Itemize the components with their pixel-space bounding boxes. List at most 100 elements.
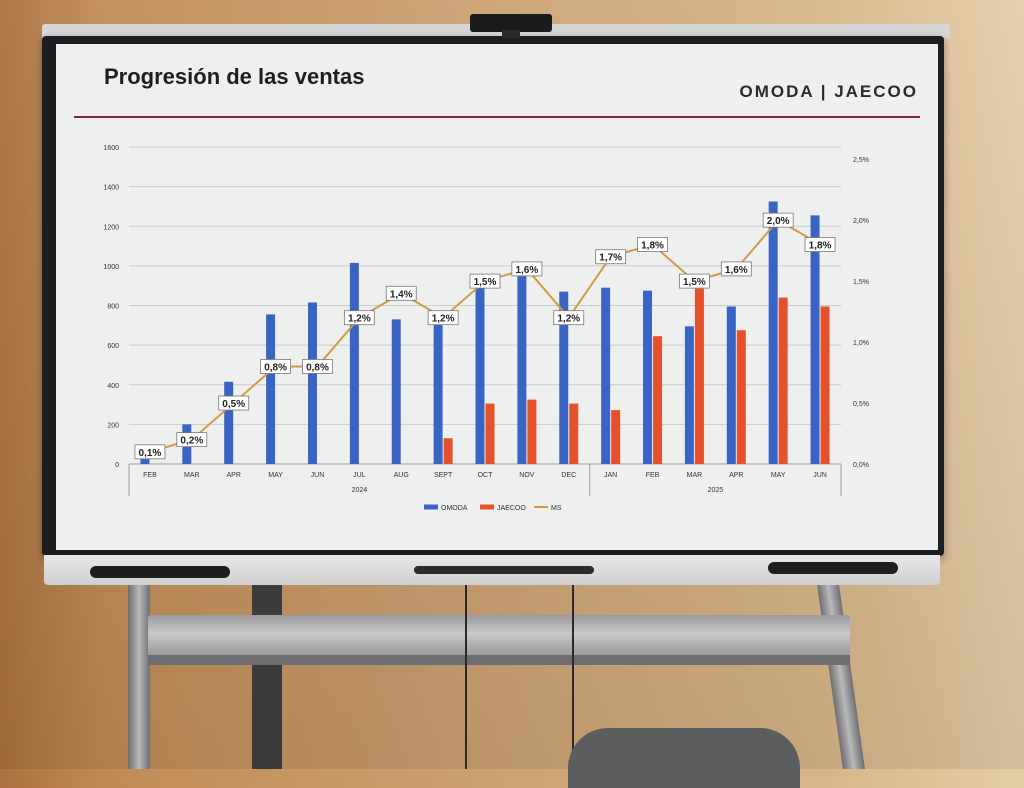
bar-omoda <box>307 302 317 464</box>
legend-swatch <box>424 504 438 510</box>
y-right-tick-label: 0,5% <box>853 401 869 408</box>
data-label-box <box>553 310 585 326</box>
data-label-box <box>134 444 166 460</box>
data-label-box <box>762 212 794 228</box>
stand-left-leg <box>128 585 150 769</box>
title-divider <box>74 116 920 118</box>
cable <box>465 585 467 769</box>
legend-label: OMODA <box>441 505 468 512</box>
data-label-box <box>343 310 375 326</box>
stand-shelf <box>148 615 850 661</box>
data-label: 0,5% <box>222 399 245 410</box>
y-left-tick-label: 1200 <box>103 224 119 231</box>
data-label: 2,0% <box>767 216 790 227</box>
bar-omoda <box>601 287 611 464</box>
x-tick-label: JAN <box>604 472 617 479</box>
y-right-tick-label: 2,5% <box>853 157 869 164</box>
bar-omoda <box>391 319 401 464</box>
data-label: 1,6% <box>515 265 538 276</box>
data-label-box <box>218 395 250 411</box>
data-label-box <box>469 273 501 289</box>
stand-shelf-edge <box>148 655 850 665</box>
data-label: 0,2% <box>180 436 203 447</box>
data-label: 1,2% <box>557 314 580 325</box>
bar-jaecoo <box>736 330 746 464</box>
data-label: 1,7% <box>599 253 622 264</box>
data-label: 0,1% <box>139 448 162 459</box>
data-label: 1,6% <box>725 265 748 276</box>
bar-jaecoo <box>820 306 830 464</box>
x-tick-label: MAY <box>771 472 786 479</box>
series-line-ms <box>149 218 821 453</box>
x-tick-label: AUG <box>394 472 409 479</box>
y-right-tick-label: 2,0% <box>853 218 869 225</box>
x-tick-label: JUL <box>353 472 366 479</box>
data-label: 1,4% <box>390 289 413 300</box>
data-label: 1,8% <box>641 241 664 252</box>
bar-omoda <box>768 201 778 464</box>
data-label: 1,5% <box>474 277 497 288</box>
x-tick-label: MAY <box>268 472 283 479</box>
x-tick-label: APR <box>227 472 241 479</box>
x-tick-label: MAR <box>687 472 703 479</box>
stand-center-post <box>252 585 282 769</box>
bar-omoda <box>810 215 820 464</box>
y-left-tick-label: 200 <box>107 422 119 429</box>
group-label: 2025 <box>708 487 724 494</box>
bar-omoda <box>349 262 359 464</box>
bar-omoda <box>266 314 276 464</box>
bar-jaecoo <box>527 399 537 464</box>
y-left-tick-label: 1600 <box>103 145 119 152</box>
bar-jaecoo <box>569 403 579 464</box>
data-label-box <box>720 261 752 277</box>
x-tick-label: FEB <box>646 472 660 479</box>
data-label-box <box>804 237 836 252</box>
bar-omoda <box>224 381 234 464</box>
bar-omoda <box>643 290 653 464</box>
bar-jaecoo <box>778 297 788 464</box>
data-label-box <box>511 261 543 277</box>
bar-omoda <box>517 271 527 464</box>
data-label-box <box>302 359 333 374</box>
bar-omoda <box>684 326 694 464</box>
sales-chart: 0 200 400 600 800 1000 1200 1400 1600 0,0% 0,5% 1,0… <box>103 145 869 512</box>
x-tick-label: OCT <box>478 472 494 479</box>
x-tick-label: SEPT <box>434 472 453 479</box>
webcam-mount <box>502 30 520 38</box>
data-label-box <box>637 237 668 252</box>
group-label: 2024 <box>352 487 368 494</box>
webcam-icon <box>470 14 552 32</box>
data-label: 0,8% <box>264 362 287 373</box>
data-label-box <box>679 273 710 289</box>
port-panel <box>90 566 230 578</box>
brand-logo: OMODA | JAECOO <box>739 82 918 101</box>
x-tick-label: JUN <box>311 472 325 479</box>
data-label-box <box>595 249 627 265</box>
control-panel-buttons[interactable] <box>768 562 898 574</box>
display-screen: Progresión de las ventas OMODA | JAECOO … <box>56 44 938 550</box>
x-tick-label: MAR <box>184 472 200 479</box>
bar-omoda <box>433 319 443 464</box>
x-tick-label: JUN <box>813 472 827 479</box>
data-label-box <box>176 432 208 448</box>
legend-label: MS <box>551 505 562 512</box>
data-label: 1,5% <box>683 277 706 288</box>
bar-jaecoo <box>611 410 621 464</box>
y-left-tick-label: 800 <box>107 304 119 311</box>
slide-title: Progresión de las ventas <box>104 64 365 89</box>
bar-jaecoo <box>443 438 453 464</box>
data-label: 1,2% <box>432 314 455 325</box>
y-left-tick-label: 0 <box>115 462 119 469</box>
legend-swatch <box>480 504 494 510</box>
data-label-box <box>385 285 417 301</box>
x-tick-label: DEC <box>561 472 576 479</box>
cable <box>572 585 574 769</box>
data-label-box <box>427 310 459 326</box>
chair-back <box>568 728 800 788</box>
bar-omoda <box>475 284 485 464</box>
y-left-tick-label: 1400 <box>103 185 119 192</box>
y-left-tick-label: 1000 <box>103 264 119 271</box>
y-right-tick-label: 1,5% <box>853 279 869 286</box>
data-label: 1,2% <box>348 314 371 325</box>
bar-jaecoo <box>653 336 663 464</box>
